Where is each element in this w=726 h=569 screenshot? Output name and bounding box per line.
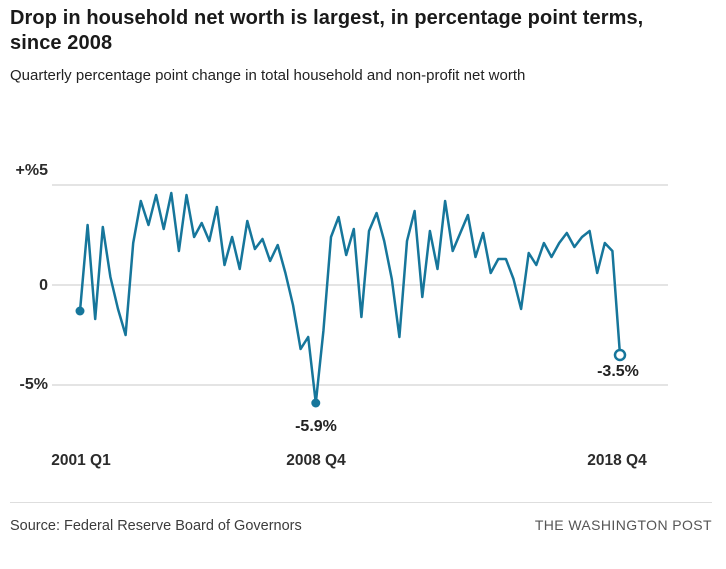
annotation-2008q4-value: -5.9% [295, 418, 337, 435]
chart-header: Drop in household net worth is largest, … [10, 6, 702, 86]
x-axis-label-2001q1: 2001 Q1 [51, 452, 111, 469]
chart-title: Drop in household net worth is largest, … [10, 7, 644, 54]
source-note: Source: Federal Reserve Board of Governo… [10, 518, 302, 534]
chart-footer: Source: Federal Reserve Board of Governo… [10, 502, 712, 534]
y-axis-label-minus5: -5% [19, 376, 48, 393]
x-axis-label-2018q4: 2018 Q4 [587, 452, 647, 469]
x-axis-label-2008q4: 2008 Q4 [286, 452, 346, 469]
y-axis-label-zero: 0 [39, 277, 48, 294]
chart-subtitle: Quarterly percentage point change in tot… [10, 67, 526, 84]
y-axis-label-plus5: +%5 [15, 162, 48, 179]
annotation-2018q4-value: -3.5% [597, 363, 639, 380]
x-axis: 2001 Q1 2008 Q4 2018 Q4 [0, 452, 726, 472]
line-chart-canvas [52, 184, 668, 408]
line-chart: +%5 0 -5% [0, 140, 726, 450]
publisher-brand: THE WASHINGTON POST [534, 517, 712, 533]
